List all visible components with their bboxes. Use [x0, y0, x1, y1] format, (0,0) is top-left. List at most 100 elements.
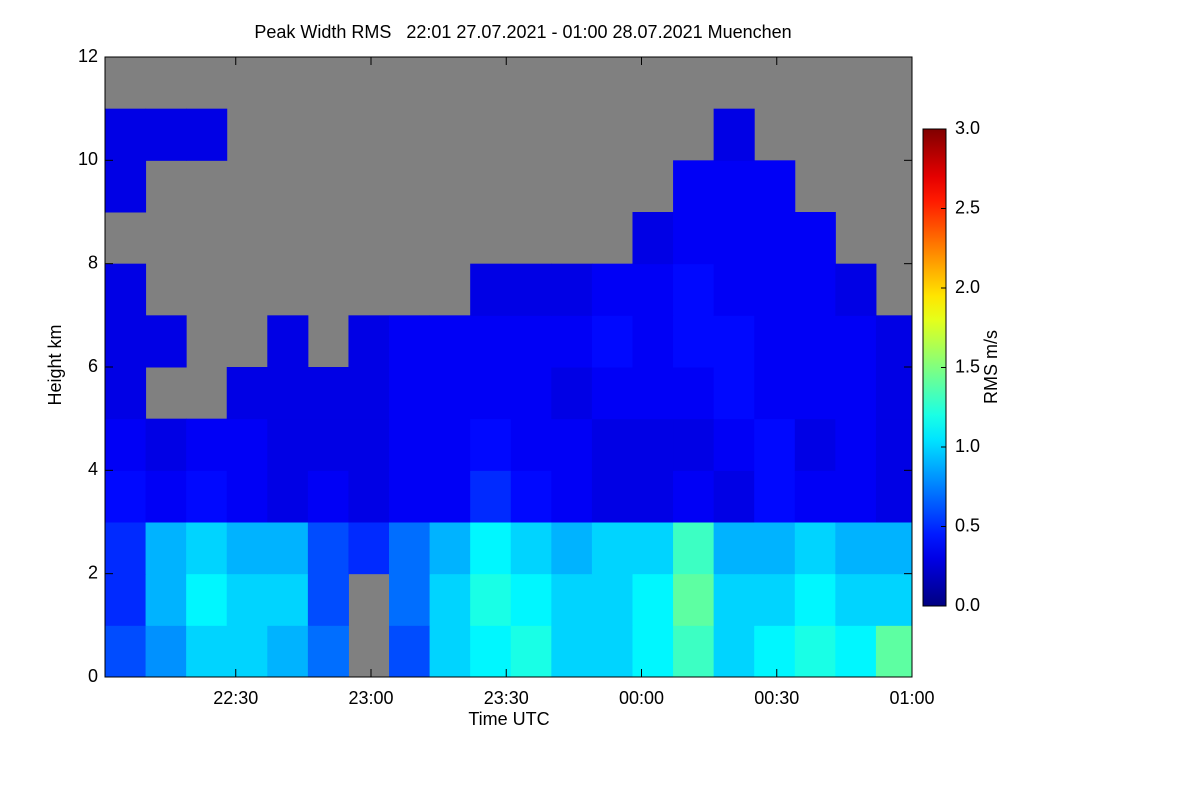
heat-cell [470, 625, 512, 678]
heat-cell [794, 625, 836, 678]
heat-cell [673, 625, 715, 678]
heat-cell [673, 418, 715, 471]
heat-cell [713, 315, 755, 368]
heat-cell [105, 573, 147, 626]
heat-cell [389, 522, 431, 575]
heat-cell [713, 263, 755, 316]
heat-cell [348, 470, 390, 523]
heat-cell [673, 573, 715, 626]
heat-cell [145, 573, 187, 626]
heat-cell [591, 625, 633, 678]
heat-cell [754, 573, 796, 626]
heat-cell [267, 418, 309, 471]
heat-cell [307, 367, 349, 420]
heat-cell [105, 367, 147, 420]
heat-cell [389, 418, 431, 471]
heat-cell [470, 522, 512, 575]
heat-cell [754, 470, 796, 523]
y-tick-label: 12 [78, 46, 98, 66]
heat-cell [267, 522, 309, 575]
heat-cell [794, 522, 836, 575]
heat-cell [835, 418, 877, 471]
heat-cell [591, 470, 633, 523]
heat-cell [875, 522, 913, 575]
y-tick-label: 0 [88, 666, 98, 686]
heat-cell [105, 315, 147, 368]
heat-cell [713, 573, 755, 626]
heat-cell [389, 315, 431, 368]
heat-cell [307, 418, 349, 471]
heat-cell [754, 625, 796, 678]
heat-cell [389, 573, 431, 626]
heat-cell [632, 315, 674, 368]
y-tick-label: 8 [88, 252, 98, 272]
heat-cell [632, 522, 674, 575]
chart-title: Peak Width RMS 22:01 27.07.2021 - 01:00 … [254, 22, 791, 42]
heat-cell [226, 367, 268, 420]
heat-cell [186, 418, 228, 471]
heat-cell [510, 315, 552, 368]
heat-cell [145, 522, 187, 575]
heat-cell [632, 263, 674, 316]
colorbar-tick-label: 1.0 [955, 436, 980, 456]
heat-cell [673, 470, 715, 523]
heat-cell [226, 470, 268, 523]
heat-cell [754, 522, 796, 575]
heat-cell [754, 160, 796, 213]
heat-cell [307, 470, 349, 523]
heat-cell [105, 160, 147, 213]
heat-cell [510, 470, 552, 523]
heat-cell [470, 367, 512, 420]
heat-cell [105, 418, 147, 471]
x-tick-label: 23:00 [348, 688, 393, 708]
colorbar-tick-label: 0.5 [955, 515, 980, 535]
heat-cell [267, 470, 309, 523]
y-tick-label: 2 [88, 562, 98, 582]
heat-cell [348, 315, 390, 368]
heat-cell [673, 160, 715, 213]
heat-cell [267, 625, 309, 678]
heat-cell [632, 367, 674, 420]
heat-cell [226, 418, 268, 471]
heat-cell [754, 367, 796, 420]
heat-cell [591, 418, 633, 471]
heat-cell [551, 263, 593, 316]
heat-cell [673, 212, 715, 265]
heat-cell [348, 367, 390, 420]
heat-cell [186, 108, 228, 161]
heat-cell [835, 470, 877, 523]
heat-cell [510, 625, 552, 678]
heat-cell [835, 367, 877, 420]
colorbar-tick-label: 1.5 [955, 356, 980, 376]
heat-cell [713, 367, 755, 420]
heat-cell [510, 263, 552, 316]
heat-cell [307, 522, 349, 575]
heat-cell [754, 263, 796, 316]
heat-cell [226, 573, 268, 626]
colorbar-tick-label: 3.0 [955, 118, 980, 138]
heat-cell [875, 418, 913, 471]
heat-cell [794, 573, 836, 626]
heat-cell [835, 522, 877, 575]
heat-cell [186, 522, 228, 575]
heat-cell [591, 573, 633, 626]
x-tick-label: 00:30 [754, 688, 799, 708]
heat-cell [145, 108, 187, 161]
heat-cell [145, 625, 187, 678]
colorbar-tick-label: 0.0 [955, 595, 980, 615]
heat-cell [551, 367, 593, 420]
heat-cell [470, 573, 512, 626]
heat-cell [510, 367, 552, 420]
heat-cell [591, 367, 633, 420]
heat-cell [632, 212, 674, 265]
heat-cell [713, 625, 755, 678]
heat-cell [226, 625, 268, 678]
heat-cell [835, 315, 877, 368]
heat-cell [713, 418, 755, 471]
colorbar-tick-label: 2.0 [955, 277, 980, 297]
heat-cell [673, 522, 715, 575]
x-tick-label: 22:30 [213, 688, 258, 708]
heat-cell [429, 367, 471, 420]
heat-cell [429, 470, 471, 523]
